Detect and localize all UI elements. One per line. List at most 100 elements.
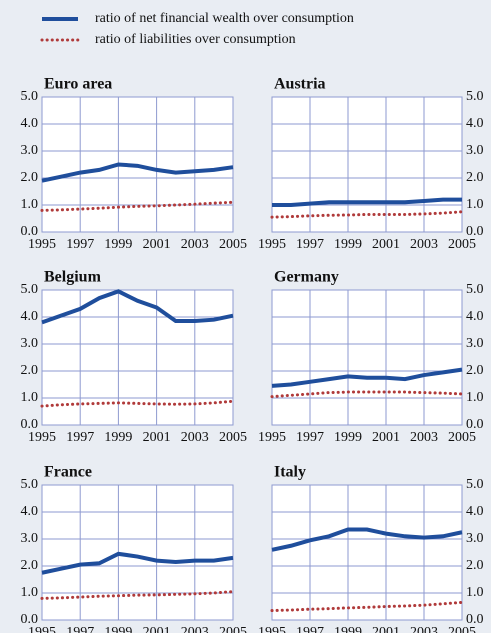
x-tick-label: 2005 (219, 237, 247, 252)
y-tick-label: 5.0 (21, 282, 39, 297)
y-tick-label: 2.0 (466, 558, 484, 573)
y-tick-label: 1.0 (21, 390, 39, 405)
y-tick-label: 4.0 (21, 116, 39, 131)
y-tick-label: 3.0 (466, 531, 484, 546)
y-tick-label: 0.0 (466, 612, 484, 627)
y-tick-label: 2.0 (21, 363, 39, 378)
x-tick-label: 2003 (410, 625, 438, 633)
x-tick-label: 2003 (410, 430, 438, 445)
y-tick-label: 1.0 (466, 197, 484, 212)
x-tick-label: 2005 (219, 625, 247, 633)
panel-title: Austria (274, 76, 326, 93)
series-line (272, 197, 462, 207)
y-tick-label: 3.0 (21, 531, 39, 546)
x-tick-label: 1997 (296, 237, 324, 252)
panel-title: France (44, 464, 92, 481)
panel-title: Germany (274, 269, 339, 286)
x-tick-label: 2001 (372, 430, 400, 445)
x-tick-label: 1999 (104, 237, 132, 252)
y-tick-label: 3.0 (21, 336, 39, 351)
y-tick-label: 5.0 (466, 89, 484, 104)
y-tick-label: 4.0 (21, 504, 39, 519)
y-tick-label: 5.0 (466, 282, 484, 297)
x-tick-label: 1995 (258, 625, 286, 633)
y-tick-label: 5.0 (466, 477, 484, 492)
x-tick-label: 2003 (410, 237, 438, 252)
y-tick-label: 2.0 (21, 558, 39, 573)
x-tick-label: 1997 (66, 430, 94, 445)
y-tick-label: 0.0 (21, 224, 39, 239)
plot-border (271, 484, 463, 621)
panel-title: Belgium (44, 269, 102, 286)
x-tick-label: 2003 (181, 625, 209, 633)
x-tick-label: 2005 (219, 430, 247, 445)
panel-title: Italy (274, 464, 306, 481)
y-tick-label: 2.0 (466, 170, 484, 185)
x-tick-label: 1999 (104, 430, 132, 445)
x-tick-label: 1999 (334, 237, 362, 252)
x-tick-label: 1997 (66, 237, 94, 252)
plot-border (271, 96, 463, 233)
plot-area (272, 97, 462, 232)
y-tick-label: 0.0 (466, 417, 484, 432)
plot-border (41, 96, 234, 233)
x-tick-label: 2001 (372, 237, 400, 252)
x-tick-label: 1997 (296, 625, 324, 633)
series-line (270, 390, 464, 399)
y-tick-label: 4.0 (466, 309, 484, 324)
plot-area (272, 290, 462, 425)
series-line (41, 162, 234, 183)
panel-title: Euro area (44, 76, 112, 93)
legend-label: ratio of net financial wealth over consu… (95, 11, 354, 26)
x-tick-label: 2003 (181, 237, 209, 252)
series-line (40, 590, 235, 600)
x-tick-label: 2001 (143, 625, 171, 633)
series-line (41, 289, 234, 325)
x-tick-label: 2003 (181, 430, 209, 445)
series-line (270, 210, 464, 219)
x-tick-label: 1999 (104, 625, 132, 633)
y-tick-label: 4.0 (466, 116, 484, 131)
x-tick-label: 1997 (296, 430, 324, 445)
legend-label: ratio of liabilities over consumption (95, 32, 296, 47)
x-tick-label: 1995 (258, 237, 286, 252)
y-tick-label: 1.0 (466, 585, 484, 600)
y-tick-label: 0.0 (21, 612, 39, 627)
y-tick-label: 1.0 (21, 585, 39, 600)
x-tick-label: 2001 (372, 625, 400, 633)
plot-area (272, 485, 462, 620)
y-tick-label: 4.0 (466, 504, 484, 519)
y-tick-label: 3.0 (466, 143, 484, 158)
x-tick-label: 1999 (334, 625, 362, 633)
x-tick-label: 1997 (66, 625, 94, 633)
y-tick-label: 3.0 (21, 143, 39, 158)
y-tick-label: 1.0 (21, 197, 39, 212)
series-line (270, 600, 464, 613)
y-tick-label: 0.0 (466, 224, 484, 239)
y-tick-label: 0.0 (21, 417, 39, 432)
x-tick-label: 1995 (258, 430, 286, 445)
y-tick-label: 2.0 (466, 363, 484, 378)
series-line (40, 200, 235, 212)
plot-border (271, 289, 463, 426)
plot-border (41, 289, 234, 426)
x-tick-label: 1999 (334, 430, 362, 445)
y-tick-label: 3.0 (466, 336, 484, 351)
x-tick-label: 2001 (143, 237, 171, 252)
plot-area (42, 485, 233, 620)
x-tick-label: 1995 (28, 430, 56, 445)
y-tick-label: 5.0 (21, 477, 39, 492)
series-line (40, 399, 235, 408)
y-tick-label: 2.0 (21, 170, 39, 185)
x-tick-label: 2001 (143, 430, 171, 445)
x-tick-label: 2005 (448, 625, 476, 633)
y-tick-label: 5.0 (21, 89, 39, 104)
x-tick-label: 1995 (28, 625, 56, 633)
y-tick-label: 4.0 (21, 309, 39, 324)
series-line (271, 367, 463, 388)
x-tick-label: 1995 (28, 237, 56, 252)
series-line (271, 527, 463, 552)
plot-border (41, 484, 234, 621)
y-tick-label: 1.0 (466, 390, 484, 405)
